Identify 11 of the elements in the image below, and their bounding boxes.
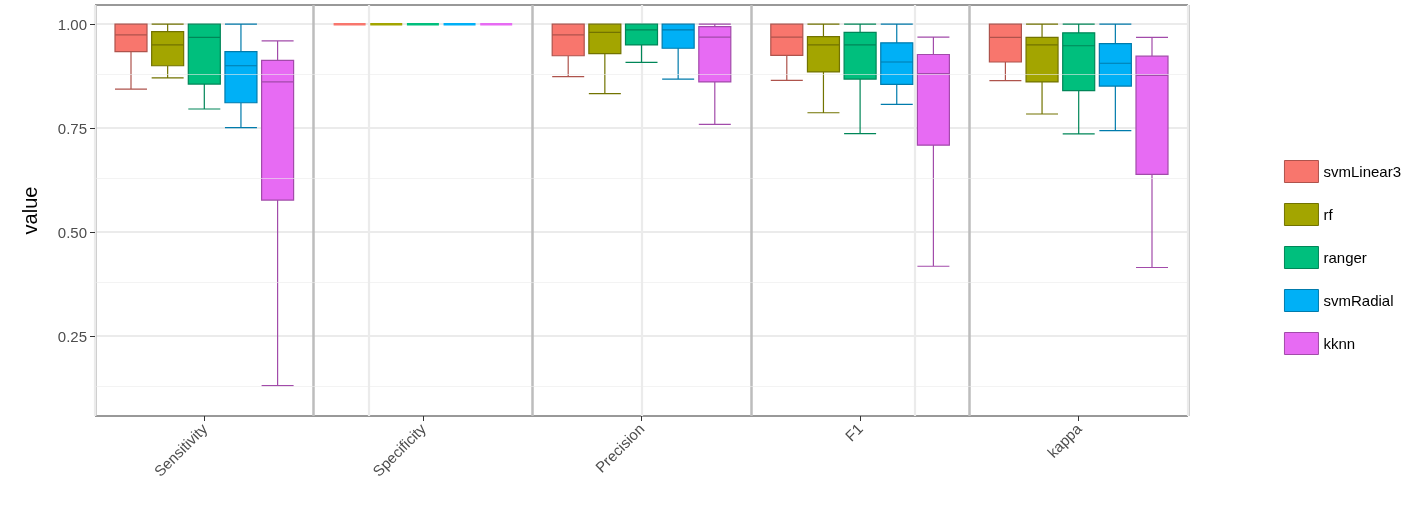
y-tick-label: 0.50 (57, 223, 87, 241)
legend-label: svmLinear3 (1323, 163, 1402, 180)
y-tick-label: 1.00 (57, 15, 87, 33)
legend-label: svmRadial (1323, 292, 1394, 309)
y-tick-label: 0.75 (57, 119, 87, 137)
y-axis-title: value (19, 186, 41, 235)
legend-label: kknn (1323, 335, 1356, 352)
legend-label: rf (1323, 206, 1334, 223)
x-tick-label: F1 (841, 419, 867, 445)
legend-label: ranger (1323, 249, 1367, 266)
y-tick-label: 0.25 (57, 327, 87, 345)
